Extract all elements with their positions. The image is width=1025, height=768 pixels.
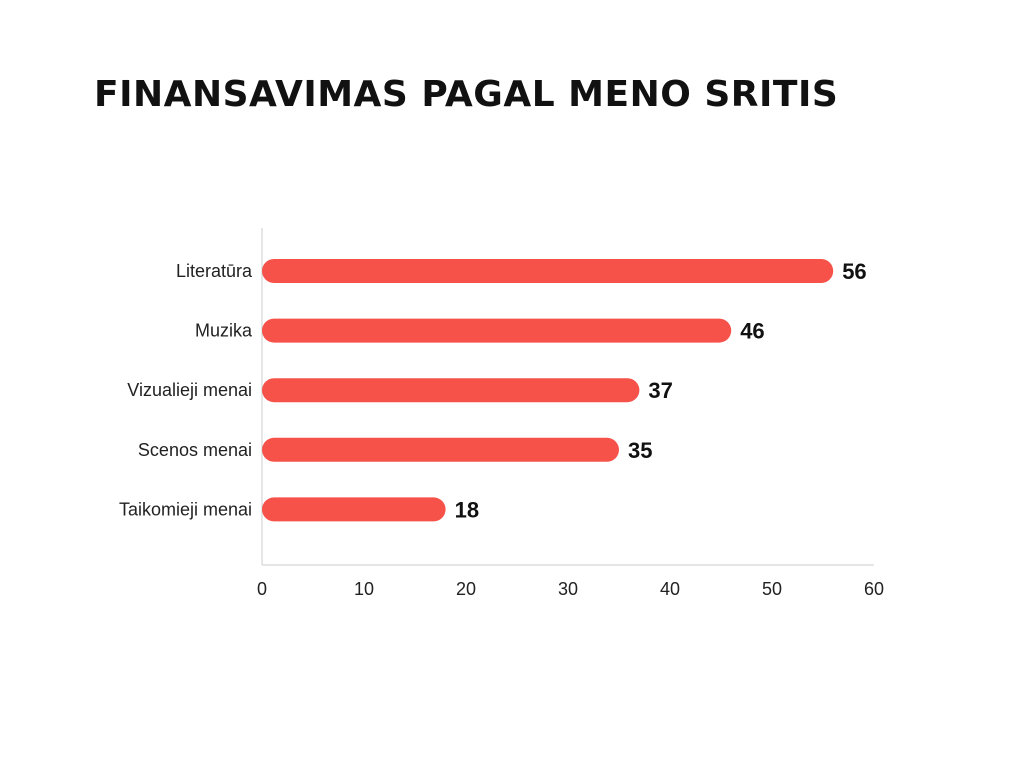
bar — [262, 259, 834, 283]
bar — [262, 318, 732, 343]
data-label: 46 — [740, 319, 764, 344]
data-label: 18 — [455, 497, 479, 522]
x-tick-label: 10 — [354, 579, 374, 599]
data-label: 56 — [842, 259, 866, 284]
bar — [262, 437, 619, 462]
bar — [262, 497, 446, 522]
x-tick-label: 50 — [762, 579, 782, 599]
page-title: FINANSAVIMAS PAGAL MENO SRITIS — [94, 74, 839, 115]
category-label: Muzika — [195, 321, 253, 341]
x-tick-label: 60 — [864, 579, 884, 599]
x-tick-label: 40 — [660, 579, 680, 599]
data-label: 35 — [628, 438, 652, 463]
bar — [262, 378, 640, 403]
x-ticks-group: 0 10 20 30 40 50 60 — [257, 579, 884, 599]
x-tick-label: 0 — [257, 579, 267, 599]
category-label: Literatūra — [176, 261, 253, 281]
x-tick-label: 20 — [456, 579, 476, 599]
x-tick-label: 30 — [558, 579, 578, 599]
category-label: Vizualieji menai — [127, 380, 252, 400]
data-label: 37 — [648, 378, 672, 403]
bars-group: Literatūra 56 Muzika 46 Vizualieji menai 37 Sc… — [119, 259, 867, 522]
category-label: Taikomieji menai — [119, 499, 252, 519]
category-label: Scenos menai — [138, 440, 252, 460]
